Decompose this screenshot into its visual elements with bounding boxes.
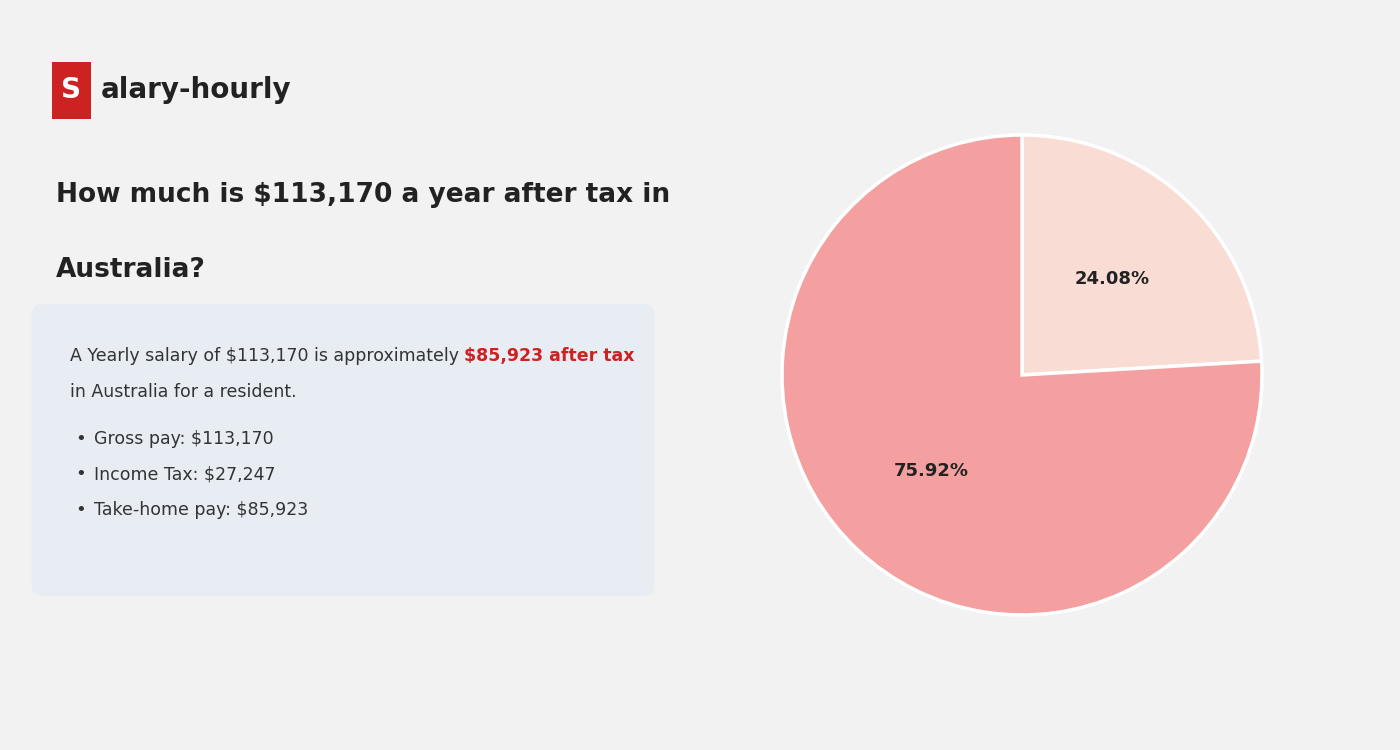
Text: in Australia for a resident.: in Australia for a resident. [70, 383, 297, 401]
Text: Income Tax: $27,247: Income Tax: $27,247 [95, 465, 276, 483]
Text: Gross pay: $113,170: Gross pay: $113,170 [95, 430, 274, 448]
Text: alary-hourly: alary-hourly [101, 76, 291, 104]
Wedge shape [783, 135, 1261, 615]
Text: $85,923 after tax: $85,923 after tax [465, 347, 636, 365]
FancyBboxPatch shape [52, 62, 91, 118]
Text: •: • [76, 430, 85, 448]
Wedge shape [1022, 135, 1261, 375]
Text: •: • [76, 501, 85, 519]
Text: S: S [62, 76, 81, 104]
Legend: Income Tax, Take-home Pay: Income Tax, Take-home Pay [846, 0, 1198, 7]
FancyBboxPatch shape [31, 304, 655, 596]
Text: A Yearly salary of $113,170 is approximately: A Yearly salary of $113,170 is approxima… [70, 347, 465, 365]
Text: How much is $113,170 a year after tax in: How much is $113,170 a year after tax in [56, 182, 671, 208]
Text: •: • [76, 465, 85, 483]
Text: 75.92%: 75.92% [893, 462, 969, 480]
Text: Australia?: Australia? [56, 257, 206, 283]
Text: 24.08%: 24.08% [1075, 270, 1151, 288]
Text: Take-home pay: $85,923: Take-home pay: $85,923 [95, 501, 309, 519]
